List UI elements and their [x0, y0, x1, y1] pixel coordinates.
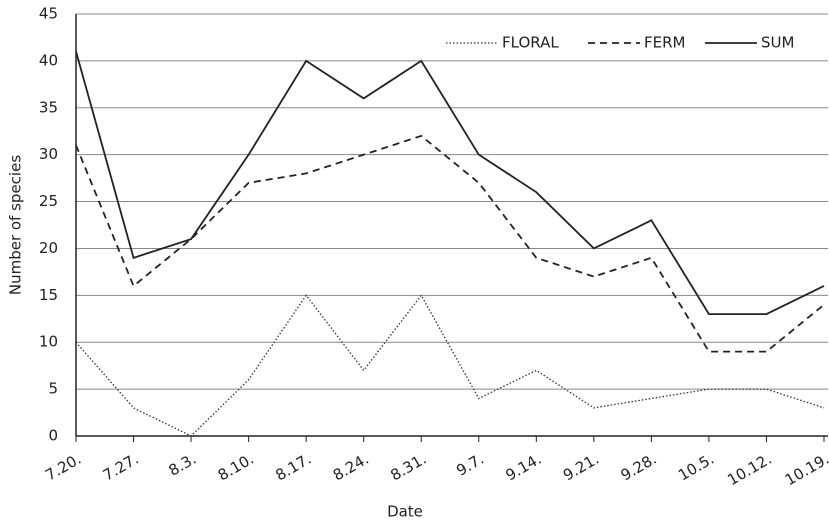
series-line	[75, 134, 825, 353]
y-tick-label: 35	[39, 98, 58, 116]
legend-label: FLORAL	[502, 34, 559, 52]
y-tick-label: 15	[39, 286, 58, 304]
x-tick-label: 8.3.	[166, 450, 200, 480]
x-tick-label: 9.21.	[560, 450, 602, 485]
y-tick-label: 5	[48, 380, 58, 398]
series-line	[75, 51, 825, 315]
x-axis-label: Date	[387, 503, 423, 521]
x-tick-label: 8.17.	[272, 450, 314, 485]
series-line	[75, 294, 825, 437]
x-tick-label: 8.31.	[387, 450, 429, 485]
x-tick-label: 9.7.	[453, 450, 487, 480]
y-tick-label: 25	[39, 192, 58, 210]
y-axis-label: Number of species	[7, 155, 25, 295]
y-tick-label: 30	[39, 145, 58, 163]
x-tick-label: 7.27.	[100, 450, 142, 485]
y-tick-label: 45	[39, 5, 58, 23]
y-tick-label: 10	[39, 333, 58, 351]
x-tick-label: 10.12.	[724, 450, 774, 489]
legend-label: SUM	[761, 34, 794, 52]
x-tick-label: 10.19.	[782, 450, 829, 489]
y-tick-label: 40	[39, 51, 58, 69]
y-tick-label: 20	[39, 239, 58, 257]
x-tick-label: 9.14.	[502, 450, 544, 485]
x-tick-label: 8.24.	[330, 450, 372, 485]
y-tick-label: 0	[48, 427, 58, 445]
x-tick-label: 7.20.	[42, 450, 84, 485]
x-tick-label: 10.5.	[675, 450, 717, 485]
legend-label: FERM	[644, 34, 685, 52]
x-tick-label: 9.28.	[618, 450, 660, 485]
x-tick-label: 8.10.	[215, 450, 257, 485]
